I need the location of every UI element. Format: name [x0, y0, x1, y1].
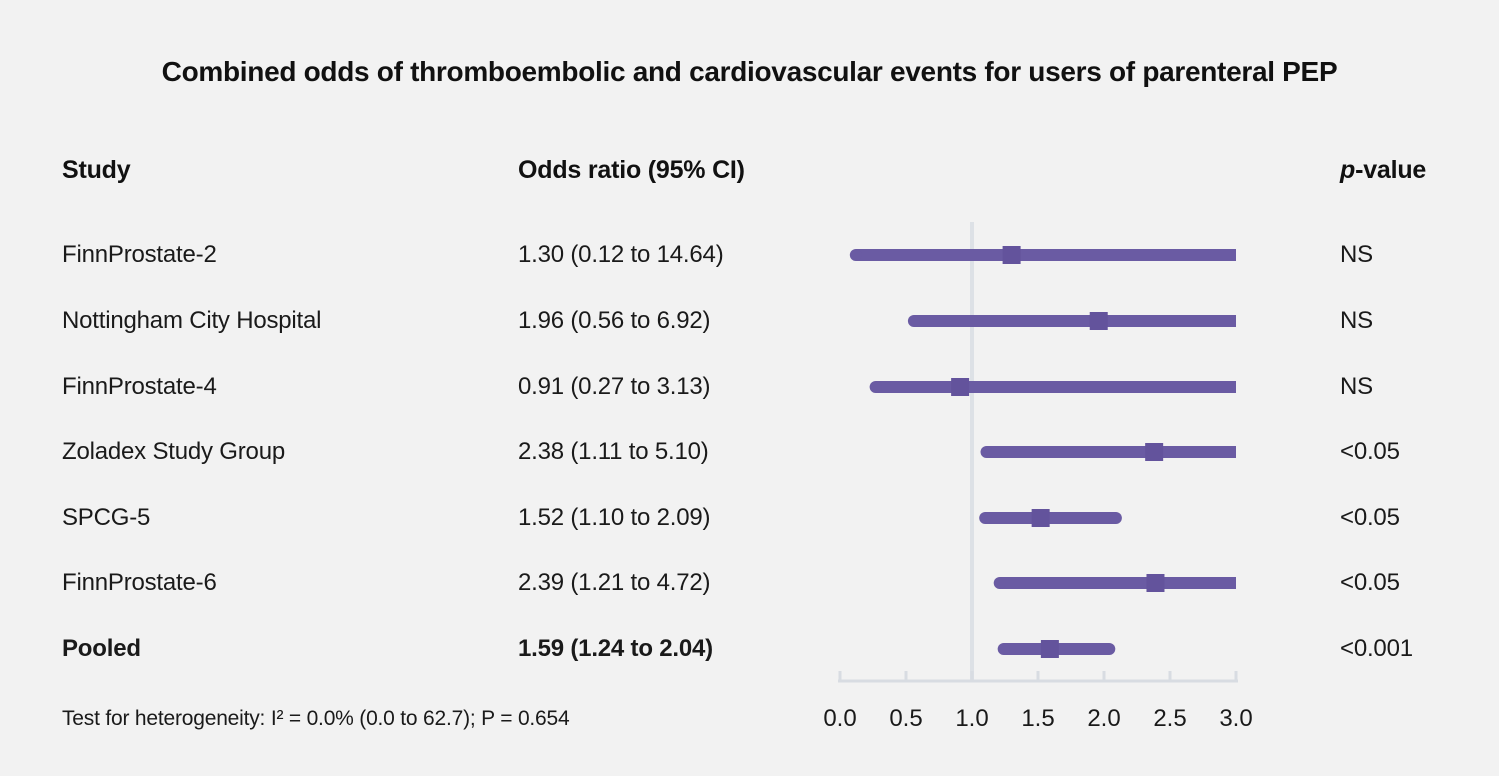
x-axis-tick-label: 1.0 [955, 705, 989, 732]
odds-ratio-ci-value: 1.96 (0.56 to 6.92) [518, 307, 711, 334]
ci-cap-left [849, 249, 862, 261]
odds-ratio-ci-value: 0.91 (0.27 to 3.13) [518, 373, 711, 400]
study-label: Zoladex Study Group [62, 438, 285, 465]
ci-cap-left [979, 512, 992, 524]
ci-cap-right [1103, 643, 1116, 655]
odds-ratio-ci-value: 1.30 (0.12 to 14.64) [518, 241, 724, 268]
p-value: <0.05 [1340, 504, 1400, 531]
p-value: <0.05 [1340, 569, 1400, 596]
or-marker [1031, 509, 1050, 527]
chart-title: Combined odds of thromboembolic and card… [161, 56, 1338, 87]
x-axis-tick-label: 1.5 [1021, 705, 1055, 732]
heterogeneity-note: Test for heterogeneity: I² = 0.0% (0.0 t… [62, 707, 570, 730]
or-marker [1089, 312, 1108, 330]
study-label: SPCG-5 [62, 504, 151, 531]
or-marker [951, 378, 970, 396]
ci-cap-left [869, 381, 882, 393]
ci-cap-right [1109, 512, 1122, 524]
p-value-rest: -value [1355, 156, 1427, 184]
or-marker [1145, 443, 1164, 461]
x-axis-tick-label: 2.5 [1153, 705, 1187, 732]
column-header-odds-ratio: Odds ratio (95% CI) [518, 156, 745, 184]
ci-cap-left [997, 643, 1010, 655]
column-header-p-value: p-value [1340, 155, 1426, 185]
p-value-italic-p: p [1340, 156, 1356, 184]
odds-ratio-ci-value: 2.39 (1.21 to 4.72) [518, 569, 711, 596]
p-value: NS [1340, 373, 1373, 400]
p-value: NS [1340, 241, 1373, 268]
p-value: <0.001 [1340, 635, 1413, 662]
study-label: FinnProstate-4 [62, 373, 217, 400]
ci-cap-left [993, 577, 1006, 589]
or-marker [1040, 640, 1059, 658]
x-axis-tick-label: 3.0 [1219, 705, 1253, 732]
ci-cap-left [907, 315, 920, 327]
study-label: Pooled [62, 635, 141, 662]
odds-ratio-ci-value: 2.38 (1.11 to 5.10) [518, 438, 709, 465]
x-axis-tick-label: 0.5 [889, 705, 923, 732]
study-label: FinnProstate-6 [62, 569, 217, 596]
column-header-study: Study [62, 156, 131, 184]
x-axis-tick-label: 0.0 [823, 705, 857, 732]
p-value: <0.05 [1340, 438, 1400, 465]
odds-ratio-ci-value: 1.59 (1.24 to 2.04) [518, 635, 713, 662]
ci-cap-left [980, 446, 993, 458]
study-label: Nottingham City Hospital [62, 307, 322, 334]
x-axis-tick-label: 2.0 [1087, 705, 1121, 732]
or-marker [1146, 574, 1165, 592]
or-marker [1002, 246, 1021, 264]
odds-ratio-ci-value: 1.52 (1.10 to 2.09) [518, 504, 711, 531]
study-label: FinnProstate-2 [62, 241, 217, 268]
p-value: NS [1340, 307, 1373, 334]
